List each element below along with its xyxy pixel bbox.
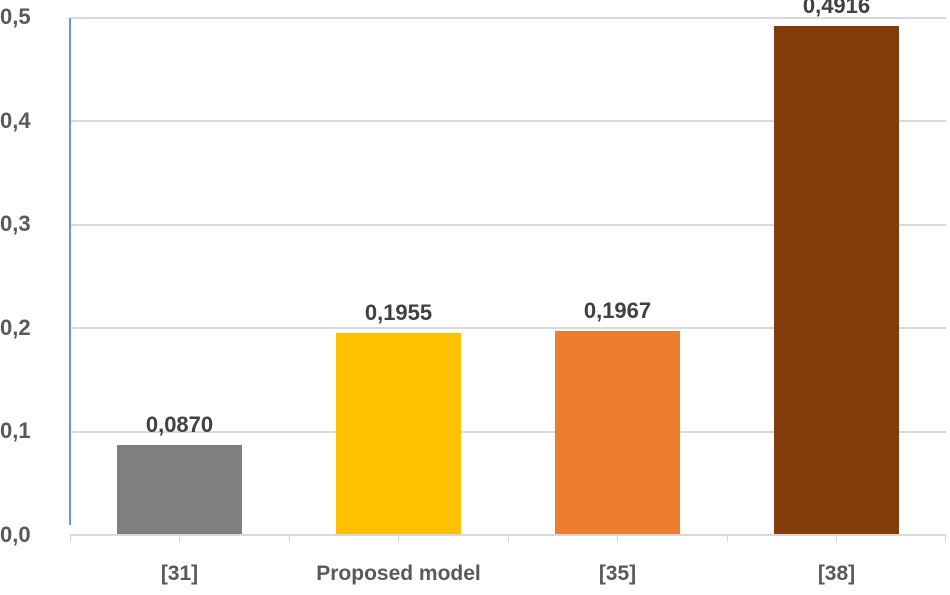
x-tick [727,534,728,542]
bar [336,332,461,535]
x-category-label: [31] [160,562,199,585]
x-tick [179,534,180,542]
y-tick-label: 0,1 [0,418,31,443]
x-tick [617,534,618,542]
x-category-label: [35] [598,562,637,585]
bar [555,331,680,535]
y-tick-label: 0,3 [0,211,31,236]
y-tick-label: 0,5 [0,4,31,29]
data-label: 0,1955 [364,299,433,325]
x-tick [398,534,399,542]
gridline [70,431,946,433]
data-label: 0,0870 [145,411,214,437]
y-tick-label: 0,2 [0,315,31,340]
gridline [70,120,946,122]
y-tick-label: 0,4 [0,108,31,133]
data-label: 0,1967 [583,298,652,324]
gridline [70,224,946,226]
x-tick [836,534,837,542]
gridline [70,17,946,19]
y-tick-label: 0,0 [0,522,31,547]
bar [117,444,242,535]
data-label: 0,4916 [802,0,871,19]
x-tick [508,534,509,542]
x-tick [289,534,290,542]
x-category-label: [38] [817,562,856,585]
bar [774,26,899,535]
gridline [70,327,946,329]
x-tick [70,534,71,542]
x-category-label: Proposed model [316,562,481,585]
y-axis-line [69,18,71,525]
x-tick [945,534,946,542]
